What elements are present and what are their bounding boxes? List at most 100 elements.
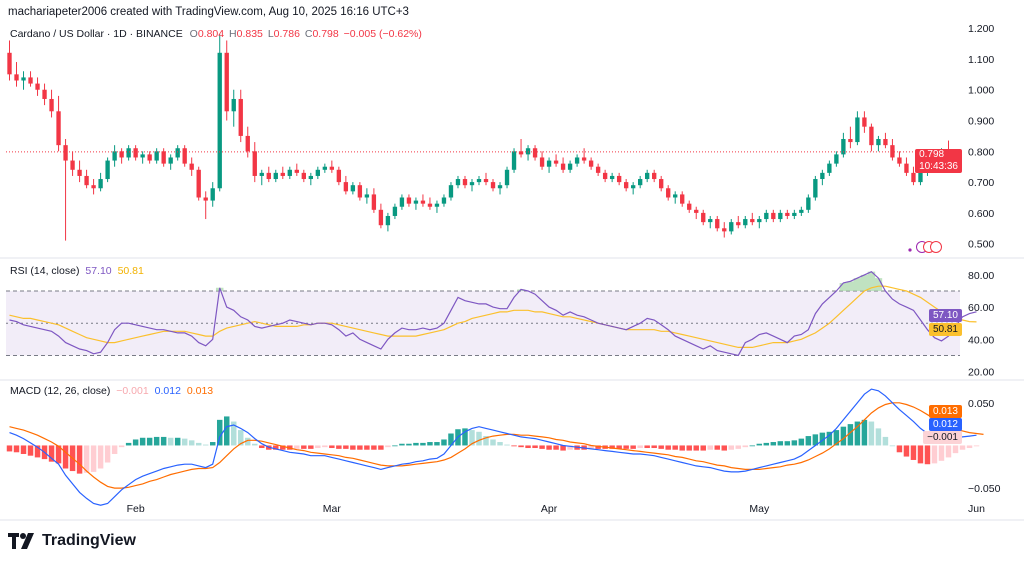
candle-body[interactable] [757, 219, 762, 223]
candle-body[interactable] [637, 179, 643, 186]
candle-body[interactable] [203, 197, 208, 201]
candle-body[interactable] [385, 215, 391, 226]
candle-body[interactable] [680, 194, 685, 204]
candle-body[interactable] [238, 98, 243, 136]
rsi-line[interactable] [9, 270, 977, 357]
candle-body[interactable] [659, 179, 664, 189]
candle-body[interactable] [652, 172, 657, 180]
economic-events-icon[interactable] [908, 241, 942, 253]
candle-body[interactable] [189, 163, 194, 170]
candle-body[interactable] [406, 197, 412, 204]
candle-body[interactable] [133, 148, 138, 158]
candle-body[interactable] [806, 197, 811, 210]
candle-body[interactable] [252, 151, 257, 176]
candle-body[interactable] [553, 160, 559, 164]
candle-body[interactable] [862, 117, 867, 127]
candle-body[interactable] [301, 172, 306, 180]
candle-body[interactable] [560, 163, 566, 170]
candle-body[interactable] [98, 179, 103, 189]
candle-body[interactable] [701, 212, 706, 223]
candle-body[interactable] [357, 185, 363, 198]
candle-body[interactable] [210, 188, 215, 201]
candle-body[interactable] [525, 148, 531, 155]
candle-body[interactable] [581, 157, 587, 161]
candle-body[interactable] [217, 52, 222, 189]
candle-body[interactable] [441, 197, 447, 204]
candle-body[interactable] [336, 169, 342, 183]
candle-body[interactable] [420, 200, 426, 204]
candle-body[interactable] [897, 157, 902, 164]
candle-body[interactable] [483, 179, 489, 183]
candle-body[interactable] [630, 185, 636, 189]
candle-body[interactable] [729, 222, 734, 232]
candle-body[interactable] [287, 169, 292, 176]
candle-body[interactable] [21, 77, 26, 81]
candle-body[interactable] [595, 166, 601, 173]
candle-body[interactable] [196, 169, 201, 198]
candle-body[interactable] [84, 175, 89, 186]
candle-body[interactable] [245, 135, 250, 152]
candle-body[interactable] [778, 212, 783, 220]
candle-body[interactable] [308, 175, 313, 180]
candle-body[interactable] [63, 145, 68, 161]
candle-body[interactable] [259, 172, 264, 176]
candle-body[interactable] [154, 151, 159, 161]
candle-body[interactable] [399, 197, 405, 207]
candle-body[interactable] [708, 219, 713, 223]
candle-body[interactable] [322, 166, 328, 170]
candle-body[interactable] [343, 182, 349, 192]
candle-body[interactable] [715, 219, 720, 229]
candle-body[interactable] [588, 160, 594, 167]
candle-body[interactable] [490, 182, 496, 189]
candle-body[interactable] [175, 148, 180, 158]
candle-body[interactable] [42, 89, 47, 99]
candle-body[interactable] [91, 185, 96, 189]
candle-body[interactable] [834, 154, 839, 164]
price-pane[interactable] [6, 34, 960, 253]
candle-body[interactable] [112, 151, 117, 161]
candle-body[interactable] [616, 175, 622, 183]
candle-body[interactable] [883, 139, 888, 146]
candle-body[interactable] [126, 148, 131, 158]
candle-body[interactable] [119, 151, 124, 158]
candle-body[interactable] [14, 74, 19, 81]
candle-body[interactable] [911, 172, 916, 183]
candle-body[interactable] [56, 111, 61, 146]
candle-body[interactable] [645, 172, 650, 180]
candle-body[interactable] [876, 139, 881, 146]
candle-body[interactable] [147, 154, 152, 161]
candle-body[interactable] [280, 172, 285, 176]
tradingview-logo[interactable]: TradingView [8, 532, 136, 550]
candle-body[interactable] [764, 212, 769, 220]
candle-body[interactable] [273, 172, 278, 180]
candle-body[interactable] [602, 172, 608, 180]
candle-body[interactable] [329, 166, 335, 170]
candle-body[interactable] [890, 145, 895, 158]
candle-body[interactable] [35, 83, 40, 90]
candle-body[interactable] [841, 139, 846, 155]
candle-body[interactable] [28, 77, 33, 84]
candle-body[interactable] [750, 219, 755, 223]
candle-body[interactable] [140, 154, 145, 158]
candle-body[interactable] [315, 169, 321, 176]
candle-body[interactable] [722, 228, 727, 232]
candle-body[interactable] [427, 203, 433, 207]
candle-body[interactable] [518, 151, 524, 155]
candle-body[interactable] [105, 160, 110, 180]
candle-body[interactable] [785, 212, 790, 216]
candle-body[interactable] [413, 200, 419, 204]
candle-body[interactable] [350, 185, 356, 192]
candle-body[interactable] [392, 206, 398, 216]
candle-body[interactable] [666, 188, 671, 198]
candle-body[interactable] [567, 163, 573, 170]
candle-body[interactable] [469, 182, 475, 186]
candle-body[interactable] [771, 212, 776, 220]
candle-body[interactable] [623, 182, 629, 189]
candle-body[interactable] [448, 185, 454, 198]
candle-body[interactable] [224, 52, 229, 112]
macd-pane[interactable] [6, 388, 984, 506]
candle-body[interactable] [743, 219, 748, 226]
candle-body[interactable] [168, 157, 173, 164]
candle-body[interactable] [532, 148, 538, 158]
candle-body[interactable] [504, 169, 510, 186]
